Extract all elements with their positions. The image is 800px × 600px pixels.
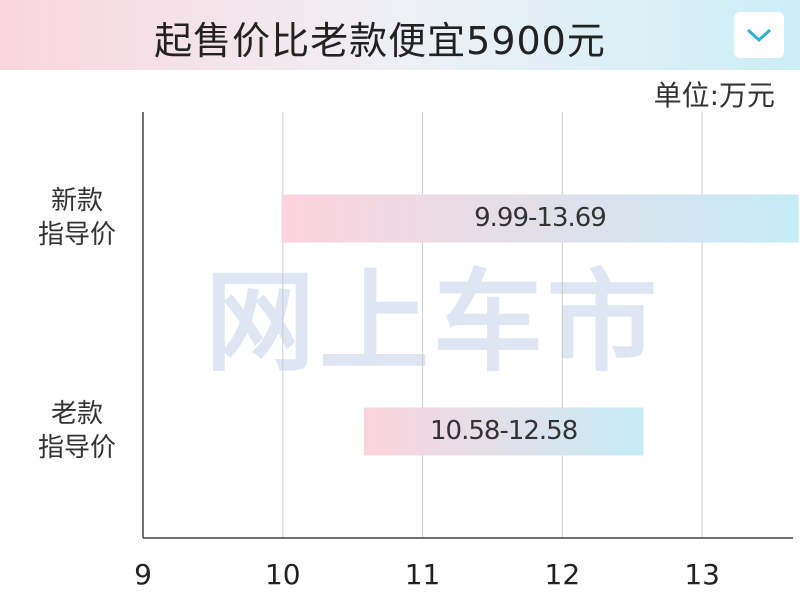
x-tick-label: 12: [545, 558, 581, 591]
header: 起售价比老款便宜5900元: [0, 0, 800, 70]
title: 起售价比老款便宜5900元: [154, 19, 606, 63]
unit-label: 单位:万元: [654, 79, 775, 112]
value-label: 9.99-13.69: [474, 203, 606, 233]
category-label: 指导价: [38, 220, 116, 250]
x-tick-label: 11: [405, 558, 441, 591]
watermark: 网上车市: [205, 258, 661, 386]
category-label: 指导价: [38, 433, 116, 463]
expand-button[interactable]: [734, 12, 784, 58]
x-tick-label: 13: [684, 558, 720, 591]
chevron-icon: [746, 28, 772, 43]
category-label: 新款: [51, 186, 103, 216]
x-tick-label: 9: [134, 558, 152, 591]
value-label: 10.58-12.58: [430, 416, 577, 446]
category-label: 老款: [51, 399, 103, 429]
range-bar: [281, 194, 799, 243]
range-bar: [363, 407, 644, 456]
x-tick-label: 10: [265, 558, 301, 591]
